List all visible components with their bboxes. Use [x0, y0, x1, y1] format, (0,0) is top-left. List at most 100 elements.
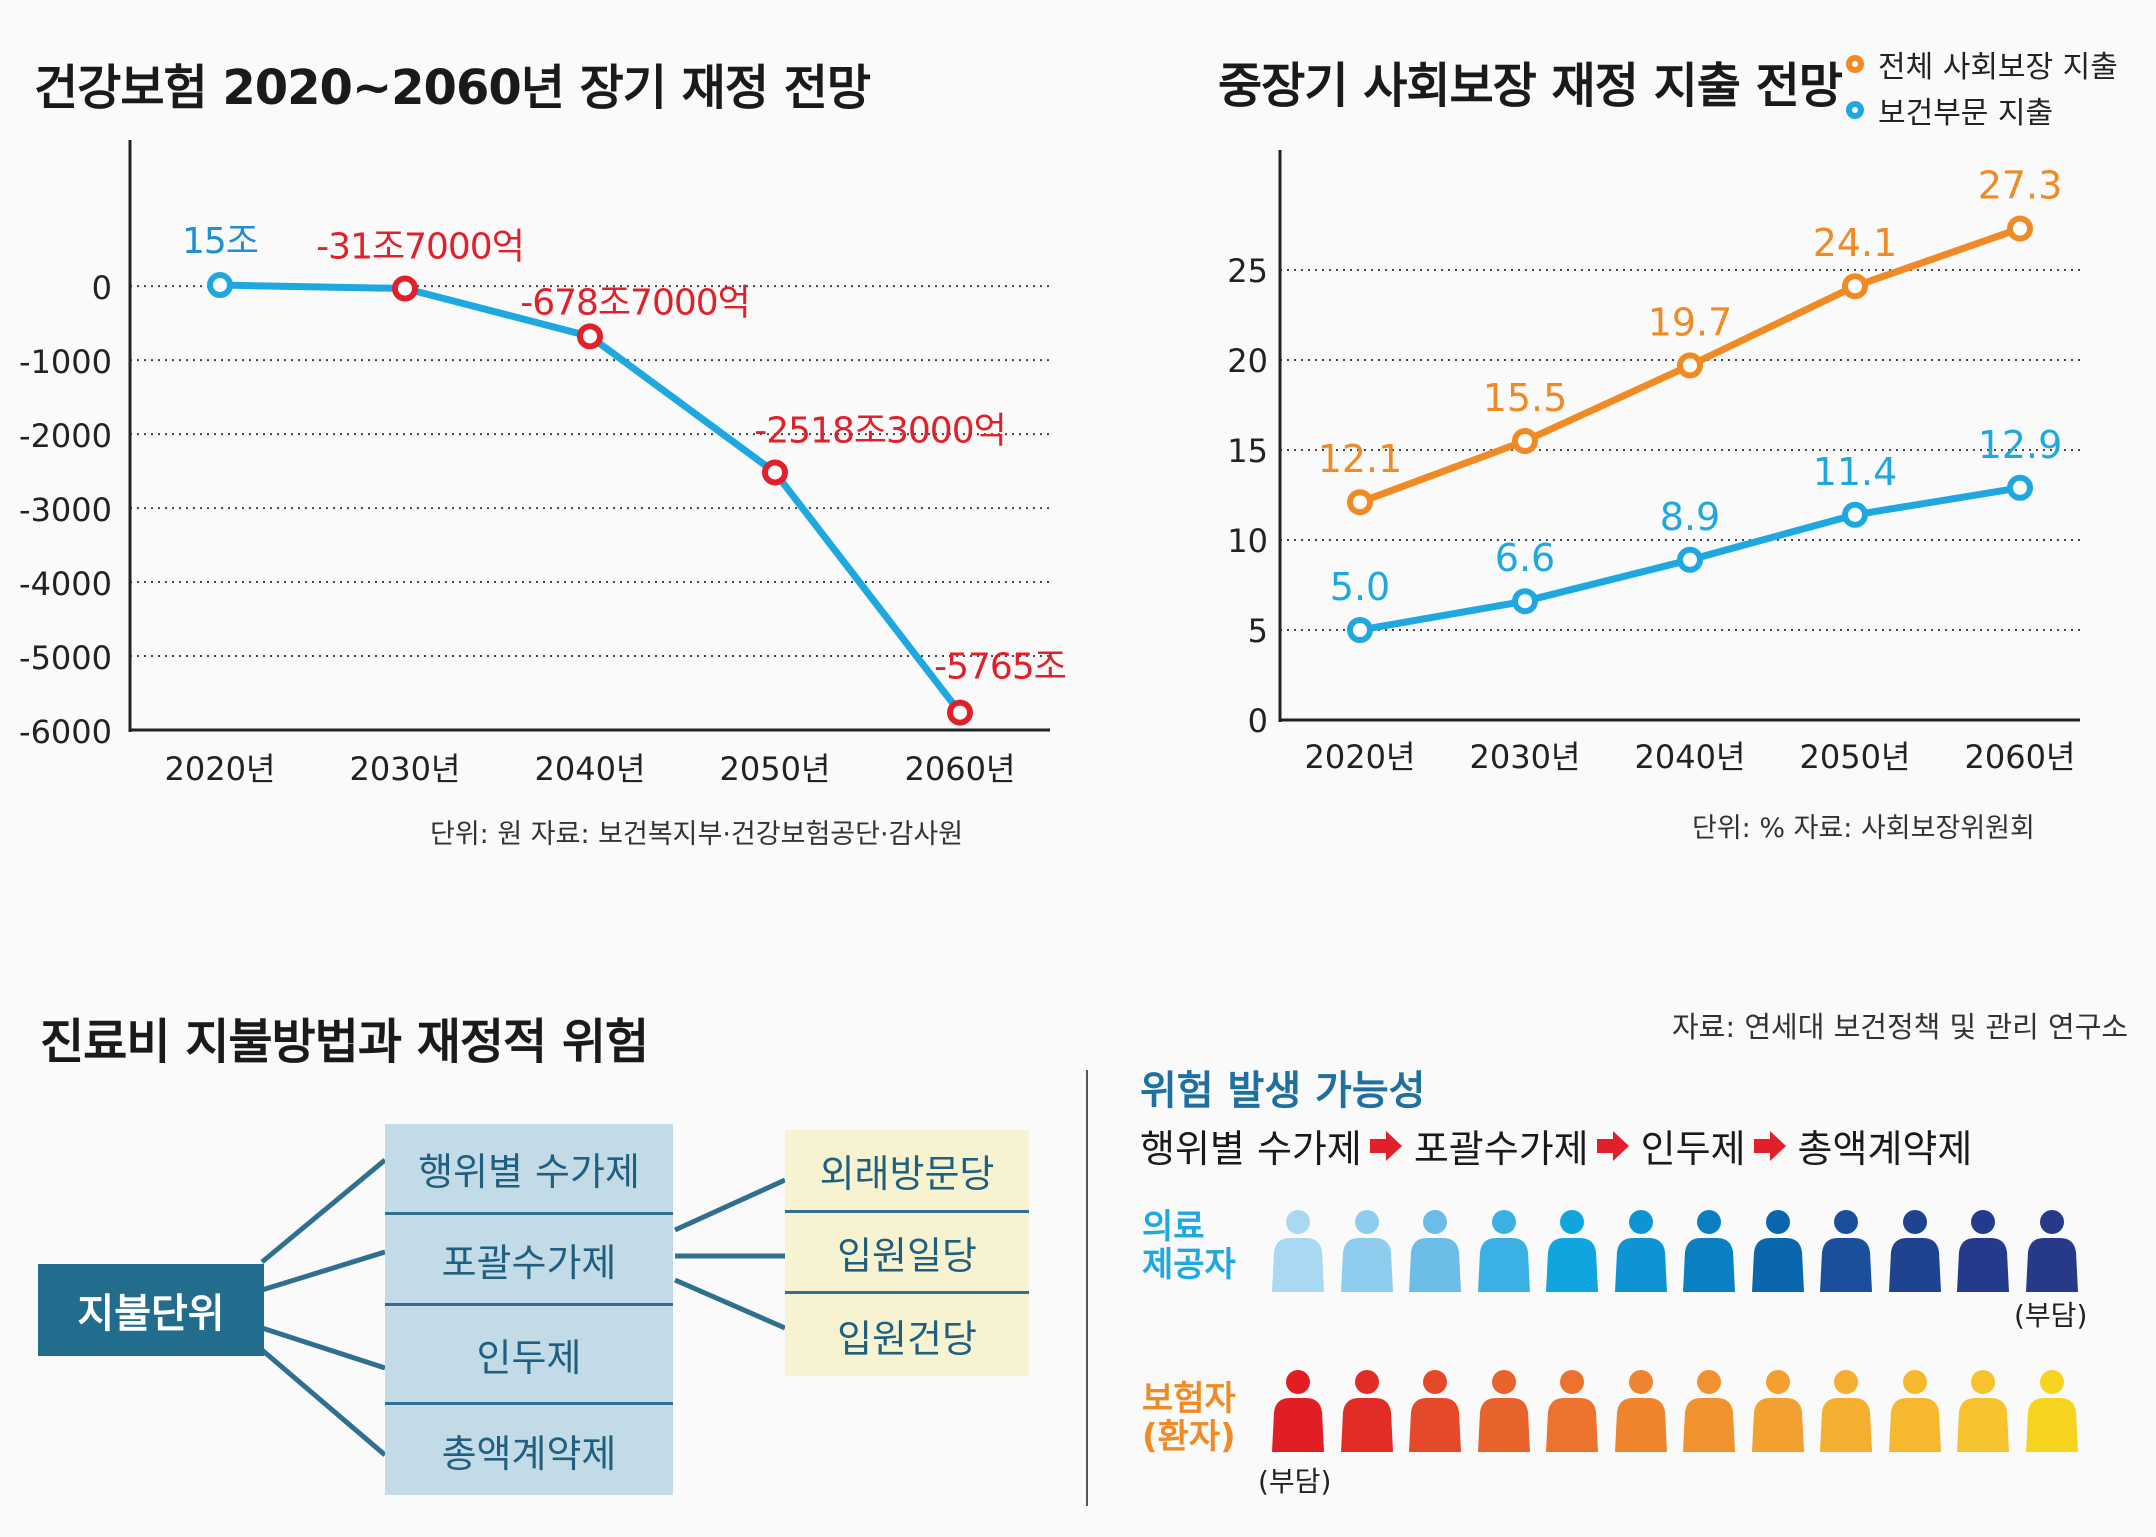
person-icon: [1751, 1210, 1804, 1292]
data-point: [1842, 501, 1868, 528]
payment-method-drg: 포괄수가제: [385, 1215, 673, 1306]
connector-main-capitation: [261, 1325, 386, 1371]
flow-item-drg: 포괄수가제: [1413, 1127, 1589, 1171]
provider-people-row: [1268, 1208, 2088, 1294]
chart2-source: 단위: % 자료: 사회보장위원회: [1692, 813, 2035, 844]
x-tick-label: 2030년: [1470, 738, 1581, 776]
chart1-source: 단위: 원 자료: 보건복지부·건강보험공단·감사원: [430, 819, 964, 850]
data-point: [947, 699, 973, 726]
data-label: 12.9: [1978, 423, 2063, 467]
connector-main-global: [260, 1348, 387, 1457]
y-tick-label: 5: [1248, 612, 1268, 650]
connector-main-drg: [261, 1249, 386, 1293]
data-point: [2007, 474, 2033, 501]
person-icon: [1957, 1210, 2009, 1292]
data-label: 11.4: [1813, 450, 1898, 494]
x-tick-label: 2040년: [535, 750, 646, 788]
y-tick-label: 25: [1227, 252, 1268, 290]
person-icon: [2025, 1370, 2078, 1452]
connector-drg-outpatient: [673, 1177, 787, 1233]
payment-flow: 행위별 수가제 포괄수가제 인두제 총액계약제: [1140, 1118, 1972, 1173]
x-tick-label: 2030년: [350, 750, 461, 788]
legend-label-total: 전체 사회보장 지출: [1878, 50, 2118, 85]
provider-label-line1: 의료: [1142, 1207, 1205, 1247]
data-point: [1842, 273, 1868, 300]
insurer-burden-label: (부담): [1258, 1465, 1332, 1498]
payment-method-global-budget: 총액계약제: [385, 1405, 673, 1495]
person-icon: [1477, 1370, 1530, 1452]
y-tick-label: 0: [1248, 702, 1268, 740]
person-icon: [1272, 1370, 1324, 1452]
insurer-label-line2: (환자): [1142, 1417, 1236, 1457]
y-tick-label: -6000: [19, 713, 112, 751]
data-label: -31조7000억: [316, 227, 524, 268]
y-tick-label: -5000: [19, 639, 112, 677]
x-tick-label: 2020년: [1305, 738, 1416, 776]
payment-unit-box: 지불단위: [38, 1264, 264, 1356]
chart2-legend-total: 전체 사회보장 지출: [1846, 42, 2118, 86]
arrow-right-icon: [1596, 1130, 1629, 1161]
person-icon: [1340, 1210, 1393, 1292]
legend-label-health: 보건부문 지출: [1878, 96, 2054, 131]
person-icon: [1546, 1210, 1598, 1292]
data-label: 15.5: [1483, 376, 1568, 420]
person-icon: [1751, 1370, 1804, 1452]
unit-per-inpatient-case: 입원건당: [785, 1294, 1029, 1376]
chart2-legend-health: 보건부문 지출: [1846, 88, 2053, 132]
person-icon: [2025, 1210, 2078, 1292]
data-label: -2518조3000억: [754, 410, 1005, 451]
data-point: [207, 272, 233, 299]
risk-source: 자료: 연세대 보건정책 및 관리 연구소: [1672, 1010, 2129, 1044]
x-tick-label: 2060년: [1965, 738, 2076, 776]
unit-per-outpatient-visit: 외래방문당: [785, 1130, 1029, 1213]
data-label: -5765조: [934, 647, 1066, 688]
data-point: [1347, 489, 1373, 516]
y-tick-label: -4000: [19, 565, 112, 603]
connector-drg-percase: [674, 1277, 786, 1331]
arrow-right-icon: [1753, 1130, 1786, 1161]
unit-per-inpatient-day: 입원일당: [785, 1213, 1029, 1294]
provider-burden-label: (부담): [2014, 1299, 2088, 1332]
data-point: [1677, 546, 1703, 573]
y-tick-label: 20: [1227, 342, 1268, 380]
data-point: [392, 275, 418, 302]
person-icon: [1477, 1210, 1530, 1292]
data-label: 8.9: [1660, 495, 1720, 539]
data-point: [1512, 588, 1538, 615]
person-icon: [1888, 1370, 1941, 1452]
x-tick-label: 2040년: [1635, 738, 1746, 776]
data-point: [2007, 215, 2033, 242]
person-icon: [1409, 1370, 1461, 1452]
data-label: 5.0: [1330, 565, 1390, 609]
data-point: [1512, 428, 1538, 454]
person-icon: [1820, 1210, 1872, 1292]
data-label: -678조7000억: [520, 282, 750, 323]
person-icon: [1888, 1210, 1941, 1292]
x-tick-label: 2020년: [165, 750, 276, 788]
data-label: 27.3: [1978, 164, 2063, 208]
y-tick-label: -3000: [19, 491, 112, 529]
arrow-right-icon: [1369, 1130, 1402, 1161]
person-icon: [1683, 1370, 1735, 1452]
payment-method-fee-for-service: 행위별 수가제: [385, 1124, 673, 1215]
chart2-plot: 0 5 10 15 20 25 2020년 2030년 2040년 2050년 2060년 12.1 1…: [1227, 150, 2080, 776]
insurer-label-line1: 보험자: [1142, 1379, 1236, 1419]
data-label: 19.7: [1648, 300, 1733, 344]
y-tick-label: 15: [1227, 432, 1268, 470]
person-icon: [1546, 1370, 1598, 1452]
flow-item-fee-for-service: 행위별 수가제: [1140, 1127, 1362, 1171]
insurer-label: 보험자 (환자): [1142, 1380, 1236, 1456]
person-icon: [1820, 1370, 1872, 1452]
y-tick-label: 0: [92, 269, 112, 307]
legend-marker-health: [1846, 101, 1864, 119]
risk-heading: 위험 발생 가능성: [1140, 1068, 1426, 1114]
legend-marker-total: [1846, 55, 1864, 73]
y-tick-label: 10: [1227, 522, 1268, 560]
provider-label-line2: 제공자: [1142, 1245, 1236, 1285]
connector-main-fee: [260, 1158, 387, 1264]
chart1-title: 건강보험 2020~2060년 장기 재정 전망: [34, 60, 871, 116]
data-point: [1347, 617, 1373, 643]
flow-item-capitation: 인두제: [1640, 1127, 1746, 1171]
data-label: 6.6: [1495, 536, 1555, 580]
person-icon: [1614, 1370, 1667, 1452]
